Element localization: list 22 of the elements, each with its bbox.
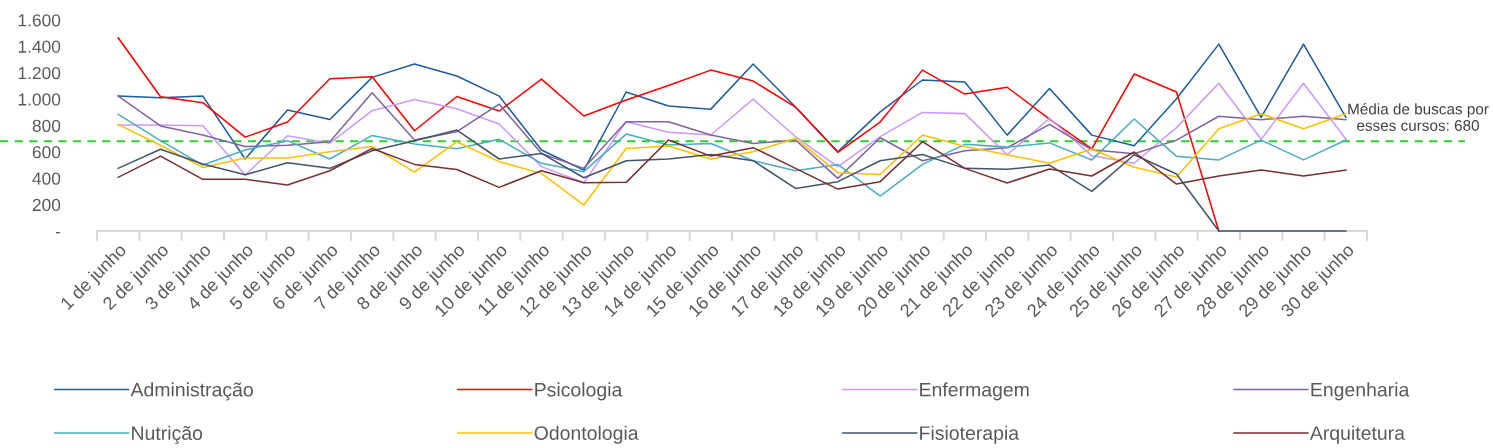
y-tick-label: 200 — [32, 198, 61, 212]
line-series — [117, 43, 1347, 171]
legend-label: Engenharia — [1311, 382, 1410, 401]
y-tick-label: 800 — [32, 119, 61, 132]
y-tick-label: 400 — [32, 172, 61, 185]
line-series — [117, 129, 1347, 232]
legend-label: Arquitetura — [1309, 425, 1405, 444]
y-tick-label: 1.400 — [18, 40, 61, 53]
legend-label: Fisioterapia — [920, 425, 1020, 444]
legend-label: Psicologia — [535, 382, 623, 401]
legend-label: Enfermagem — [920, 382, 1029, 401]
ref-line-label: Média de buscas por esses cursos: 680 — [1348, 103, 1489, 131]
line-series — [117, 37, 1220, 232]
y-tick-label: - — [55, 232, 61, 234]
y-tick-label: 600 — [32, 146, 61, 159]
legend-label: Nutrição — [132, 425, 203, 444]
y-tick-label: 1.200 — [18, 66, 61, 80]
legend-label: Administração — [130, 382, 253, 401]
legend-label: Odontologia — [534, 425, 639, 444]
y-tick-label: 1.600 — [18, 14, 61, 27]
y-tick-label: 1.000 — [18, 93, 61, 106]
line-series — [117, 139, 1347, 190]
